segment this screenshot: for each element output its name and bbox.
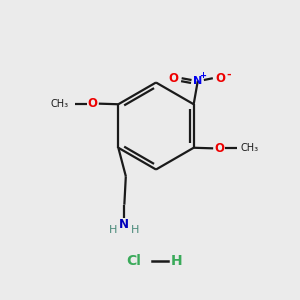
Text: H: H [171,254,183,268]
Text: O: O [168,72,178,85]
Text: -: - [226,70,231,80]
Text: +: + [199,71,206,80]
Text: O: O [216,72,226,85]
Text: CH₃: CH₃ [240,143,258,153]
Text: CH₃: CH₃ [51,99,69,109]
Text: Cl: Cl [126,254,141,268]
Text: H: H [109,225,118,235]
Text: N: N [193,76,203,85]
Text: N: N [119,218,129,231]
Text: O: O [214,142,224,155]
Text: O: O [88,97,98,110]
Text: H: H [131,225,139,235]
